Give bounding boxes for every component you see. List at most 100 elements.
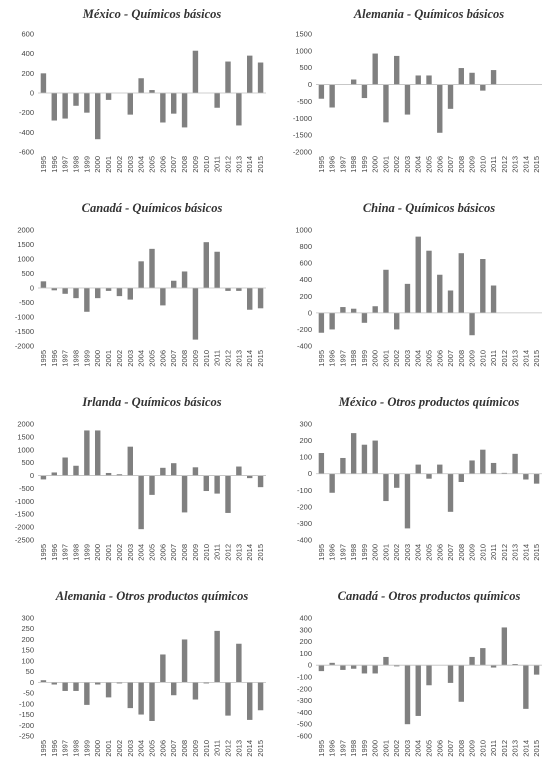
chart-4-x-tick-label: 2014 bbox=[245, 544, 254, 561]
chart-3-bar-2011 bbox=[490, 285, 497, 313]
chart-5-bar-1999 bbox=[361, 444, 368, 474]
chart-3-x-tick-label: 2013 bbox=[511, 350, 520, 367]
chart-6-bar-2006 bbox=[160, 654, 166, 683]
chart-2-x-tick-label: 2007 bbox=[169, 350, 178, 367]
chart-4-bar-1998 bbox=[73, 465, 79, 476]
chart-6-x-tick-label: 2000 bbox=[93, 740, 102, 757]
chart-3-x-tick-label: 2007 bbox=[446, 350, 455, 367]
chart-0-x-tick-label: 2013 bbox=[234, 156, 243, 173]
chart-5-y-tick-label: -300 bbox=[297, 519, 312, 528]
chart-0-x-tick-label: 2007 bbox=[169, 156, 178, 173]
chart-6-y-tick-label: 300 bbox=[21, 614, 34, 623]
chart-3-bar-2010 bbox=[480, 259, 486, 313]
chart-2-bar-2002 bbox=[116, 288, 123, 297]
chart-5-bar-1997 bbox=[340, 457, 346, 474]
chart-china-quimicos-basicos: China - Químicos básicos 1000 800 600 400 200… bbox=[295, 201, 542, 367]
chart-2-bar-1998 bbox=[73, 288, 79, 299]
chart-5-y-tick-label: -100 bbox=[297, 486, 312, 495]
chart-5-title: México - Otros productos químicos bbox=[338, 395, 520, 409]
chart-3-title: China - Químicos básicos bbox=[363, 201, 495, 215]
chart-0-bar-2001 bbox=[105, 93, 112, 100]
chart-1-x-tick-label: 2000 bbox=[371, 156, 380, 173]
chart-5-x-tick-label: 2008 bbox=[457, 544, 466, 561]
chart-5-bar-1996 bbox=[329, 473, 335, 493]
chart-1-y-tick-label: -1000 bbox=[293, 114, 312, 123]
chart-4-y-tick-label: 1500 bbox=[17, 432, 34, 441]
chart-0-x-tick-label: 1997 bbox=[61, 156, 70, 173]
chart-canada-quimicos-basicos: Canadá - Químicos básicos 2000 1500 1000 500… bbox=[15, 201, 266, 367]
chart-1-y-tick-label: 500 bbox=[299, 63, 312, 72]
chart-2-y-tick-label: -2000 bbox=[15, 342, 34, 351]
chart-6-bar-2007 bbox=[171, 682, 177, 696]
chart-5-x-tick-label: 2001 bbox=[381, 544, 390, 561]
chart-5-bar-2005 bbox=[426, 473, 432, 479]
chart-2-x-tick-label: 2001 bbox=[104, 350, 113, 367]
chart-6-bar-2004 bbox=[138, 682, 144, 715]
chart-7-bar-2003 bbox=[404, 665, 411, 725]
chart-0-bar-2014 bbox=[247, 55, 253, 93]
chart-1-x-tick-label: 2011 bbox=[489, 156, 498, 172]
chart-4-y-tick-label: -1500 bbox=[15, 510, 34, 519]
chart-2-x-tick-label: 2002 bbox=[115, 350, 124, 367]
chart-0-title: México - Químicos básicos bbox=[82, 7, 222, 21]
chart-1-y-tick-label: 0 bbox=[308, 80, 312, 89]
chart-2-bar-2007 bbox=[171, 280, 177, 288]
chart-7-y-tick-label: -100 bbox=[297, 673, 312, 682]
chart-5-y-tick-label: 300 bbox=[299, 420, 312, 429]
chart-7-bar-2015 bbox=[533, 665, 540, 675]
chart-0-bar-1997 bbox=[62, 93, 68, 119]
chart-7-x-tick-label: 2009 bbox=[468, 740, 477, 757]
chart-7-x-tick-label: 2008 bbox=[457, 740, 466, 757]
chart-7-bar-1998 bbox=[350, 665, 357, 669]
chart-4-x-tick-label: 2012 bbox=[224, 544, 233, 561]
chart-7-x-tick-label: 1996 bbox=[328, 740, 337, 757]
chart-1-x-tick-label: 2002 bbox=[392, 156, 401, 173]
chart-5-bar-2007 bbox=[447, 473, 454, 512]
chart-4-x-tick-label: 2009 bbox=[191, 544, 200, 561]
chart-7-bar-2014 bbox=[523, 665, 529, 709]
chart-7-bar-2008 bbox=[458, 665, 464, 702]
chart-3-bar-2006 bbox=[437, 274, 443, 313]
chart-3-y-tick-label: 600 bbox=[299, 259, 312, 268]
chart-2-x-tick-label: 2008 bbox=[180, 350, 189, 367]
chart-canada-otros-productos-quimicos: Canadá - Otros productos químicos 400 300 2… bbox=[297, 589, 542, 757]
chart-1-y-tick-label: -1500 bbox=[293, 131, 312, 140]
chart-4-bar-2006 bbox=[160, 467, 166, 476]
chart-7-bar-2007 bbox=[447, 665, 454, 683]
chart-1-x-tick-label: 2003 bbox=[403, 156, 412, 173]
chart-0-bar-2000 bbox=[95, 93, 101, 140]
chart-5-x-tick-label: 2013 bbox=[511, 544, 520, 561]
chart-1-x-tick-label: 2015 bbox=[532, 156, 541, 173]
chart-mexico-quimicos-basicos: México - Químicos básicos6004002000-200-… bbox=[19, 7, 266, 173]
chart-5-bar-1995 bbox=[318, 453, 325, 474]
chart-7-x-tick-label: 2011 bbox=[489, 740, 498, 756]
chart-2-x-tick-label: 2012 bbox=[224, 350, 233, 367]
chart-1-bar-1995 bbox=[318, 84, 325, 99]
chart-4-x-tick-label: 2002 bbox=[115, 544, 124, 561]
chart-2-x-tick-label: 2006 bbox=[158, 350, 167, 367]
chart-4-bar-1995 bbox=[40, 475, 47, 480]
chart-4-bar-2011 bbox=[214, 475, 220, 494]
chart-6-x-tick-label: 2005 bbox=[148, 740, 157, 757]
chart-5-bar-2006 bbox=[437, 464, 443, 474]
chart-1-y-tick-label: 1500 bbox=[295, 30, 312, 39]
chart-3-bar-1998 bbox=[350, 308, 357, 313]
chart-6-x-tick-label: 2003 bbox=[126, 740, 135, 757]
chart-5-bar-2011 bbox=[490, 462, 497, 474]
chart-3-bar-1996 bbox=[329, 312, 335, 330]
chart-5-y-tick-label: 200 bbox=[299, 436, 312, 445]
chart-0-x-tick-label: 1995 bbox=[39, 156, 48, 173]
chart-7-x-tick-label: 2014 bbox=[521, 740, 530, 757]
chart-2-x-tick-label: 2014 bbox=[245, 350, 254, 367]
chart-4-bar-2005 bbox=[149, 475, 155, 495]
chart-0-x-tick-label: 2006 bbox=[158, 156, 167, 173]
chart-7-bar-2012 bbox=[501, 627, 508, 666]
chart-7-x-tick-label: 1997 bbox=[338, 740, 347, 757]
chart-4-x-tick-label: 2004 bbox=[137, 544, 146, 561]
chart-3-bar-2009 bbox=[469, 312, 475, 336]
chart-7-bar-1995 bbox=[318, 665, 325, 672]
chart-3-x-tick-label: 2012 bbox=[500, 350, 509, 367]
chart-5-x-tick-label: 2007 bbox=[446, 544, 455, 561]
chart-4-bar-1999 bbox=[84, 430, 90, 476]
chart-0-y-tick-label: 0 bbox=[30, 89, 34, 98]
